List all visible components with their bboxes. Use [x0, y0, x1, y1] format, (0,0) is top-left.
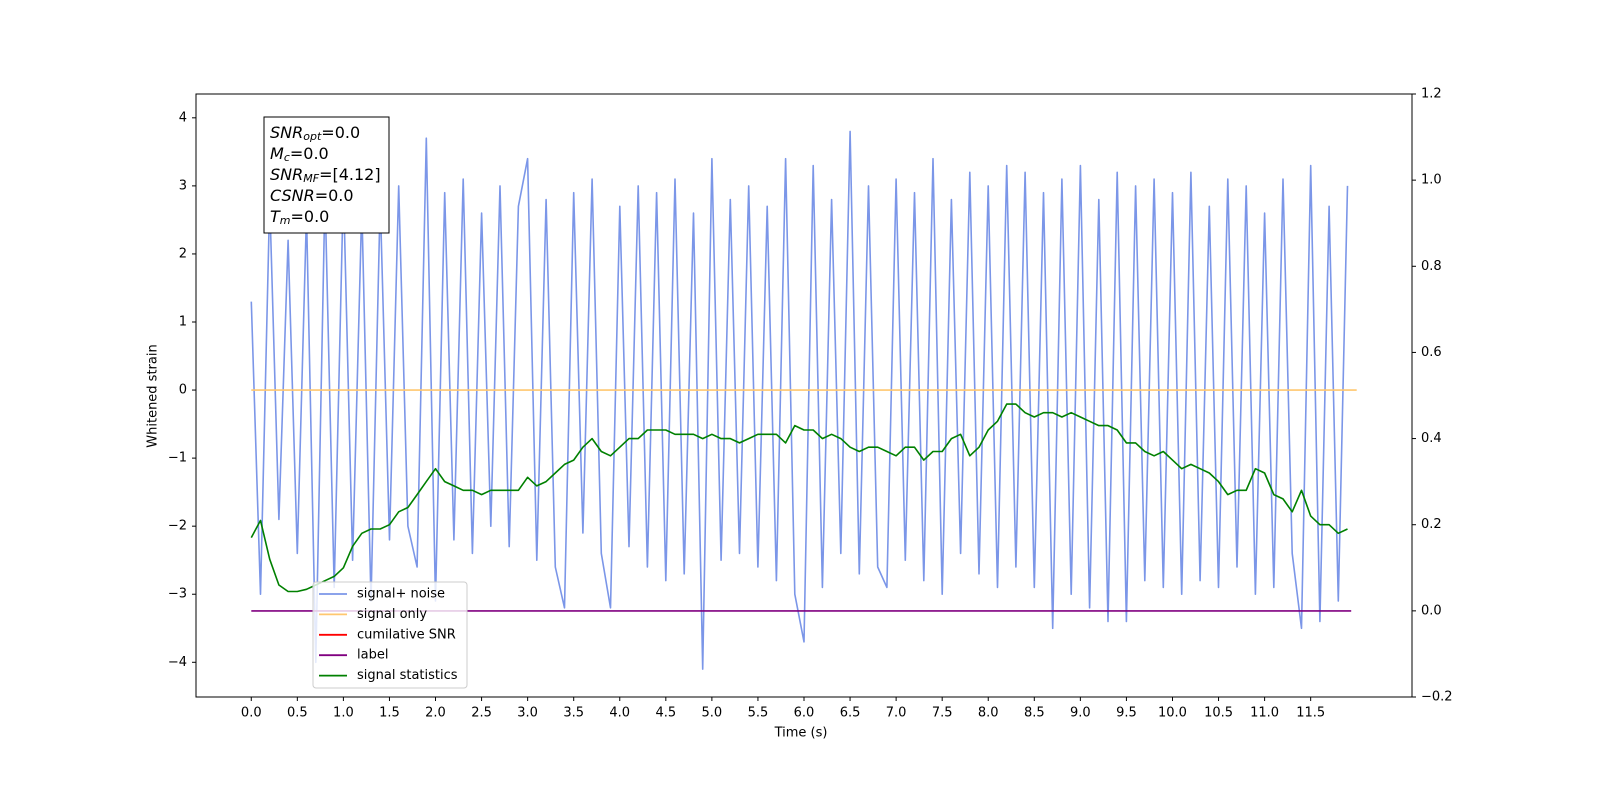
- y-tick-label: 0: [179, 383, 187, 398]
- annotation-subscript: c: [284, 151, 290, 164]
- x-tick-label: 4.0: [609, 706, 630, 721]
- y-axis-label: Whitened strain: [146, 344, 161, 447]
- x-tick-label: 5.5: [748, 706, 769, 721]
- legend: signal+ noise signal only cumilative SNR la…: [312, 581, 468, 689]
- y2-tick-label: 0.6: [1421, 345, 1442, 360]
- x-tick-label: 9.0: [1070, 706, 1091, 721]
- annotation-subscript: MF: [303, 172, 319, 185]
- series-line: [250, 403, 1348, 593]
- x-tick-label: 8.5: [1024, 706, 1045, 721]
- x-tick-label: 5.0: [702, 706, 723, 721]
- y2-tick-label: 0.4: [1421, 431, 1442, 446]
- x-tick-label: 7.5: [932, 706, 953, 721]
- y-tick-label: 3: [179, 178, 187, 193]
- series-line: [250, 130, 1349, 670]
- legend-label: signal statistics: [357, 668, 458, 683]
- x-tick-label: 10.0: [1158, 706, 1187, 721]
- annotation-value: =0.0: [321, 123, 360, 142]
- y2-tick-label: 0.8: [1421, 259, 1442, 274]
- x-tick-label: 3.0: [517, 706, 538, 721]
- x-tick-label: 10.5: [1204, 706, 1233, 721]
- y2-tick-label: 0.2: [1421, 517, 1442, 532]
- annotation-value: =0.0: [291, 207, 330, 226]
- y2-tick-label: 1.0: [1421, 173, 1442, 188]
- y2-tick-label: −0.2: [1421, 690, 1453, 705]
- x-tick-label: 11.5: [1296, 706, 1325, 721]
- x-tick-label: 8.0: [978, 706, 999, 721]
- plot-frame: [195, 93, 1413, 698]
- x-tick-label: 7.0: [886, 706, 907, 721]
- legend-label: signal+ noise: [357, 587, 445, 602]
- x-tick-label: 0.5: [287, 706, 308, 721]
- x-axis-label: Time (s): [774, 726, 828, 741]
- legend-label: cumilative SNR: [357, 627, 456, 642]
- annotation-box: SNRopt=0.0Mc=0.0SNRMF=[4.12]CSNR=0.0Tm=0…: [263, 116, 390, 234]
- legend-frame: [312, 581, 468, 689]
- x-tick-label: 9.5: [1116, 706, 1137, 721]
- y-tick-label: −2: [168, 519, 187, 534]
- annotation-line: SNRMF=[4.12]: [270, 165, 381, 186]
- annotation-line: SNRopt=0.0: [270, 123, 360, 144]
- annotation-line: CSNR=0.0: [270, 186, 354, 205]
- y-tick-label: −3: [168, 587, 187, 602]
- y-tick-label: 2: [179, 246, 187, 261]
- x-tick-label: 2.5: [471, 706, 492, 721]
- annotation-frame: [263, 116, 390, 234]
- legend-label: signal only: [357, 607, 427, 622]
- y2-tick-label: 1.2: [1421, 87, 1442, 102]
- x-tick-label: 1.5: [379, 706, 400, 721]
- annotation-symbol: SNR: [270, 123, 303, 142]
- annotation-value: =0.0: [315, 186, 354, 205]
- x-tick-label: 11.0: [1250, 706, 1279, 721]
- annotation-value: =[4.12]: [319, 165, 381, 184]
- x-tick-label: 6.5: [840, 706, 861, 721]
- annotation-symbol: CSNR: [270, 186, 315, 205]
- legend-label: label: [357, 648, 388, 663]
- annotation-symbol: M: [270, 144, 284, 163]
- annotation-subscript: m: [280, 214, 291, 227]
- x-tick-label: 0.0: [241, 706, 262, 721]
- x-tick-label: 6.0: [794, 706, 815, 721]
- y2-tick-label: 0.0: [1421, 603, 1442, 618]
- x-tick-label: 2.0: [425, 706, 446, 721]
- y-tick-label: −1: [168, 451, 187, 466]
- annotation-value: =0.0: [290, 144, 329, 163]
- annotation-symbol: T: [270, 207, 281, 226]
- y-tick-label: −4: [168, 655, 187, 670]
- x-tick-label: 3.5: [563, 706, 584, 721]
- annotation-symbol: SNR: [270, 165, 303, 184]
- annotation-subscript: opt: [303, 130, 322, 143]
- y-tick-label: 4: [179, 110, 187, 125]
- y-tick-label: 1: [179, 314, 187, 329]
- x-tick-label: 1.0: [333, 706, 354, 721]
- x-tick-label: 4.5: [655, 706, 676, 721]
- annotation-line: Tm=0.0: [270, 207, 329, 228]
- annotation-line: Mc=0.0: [270, 144, 329, 165]
